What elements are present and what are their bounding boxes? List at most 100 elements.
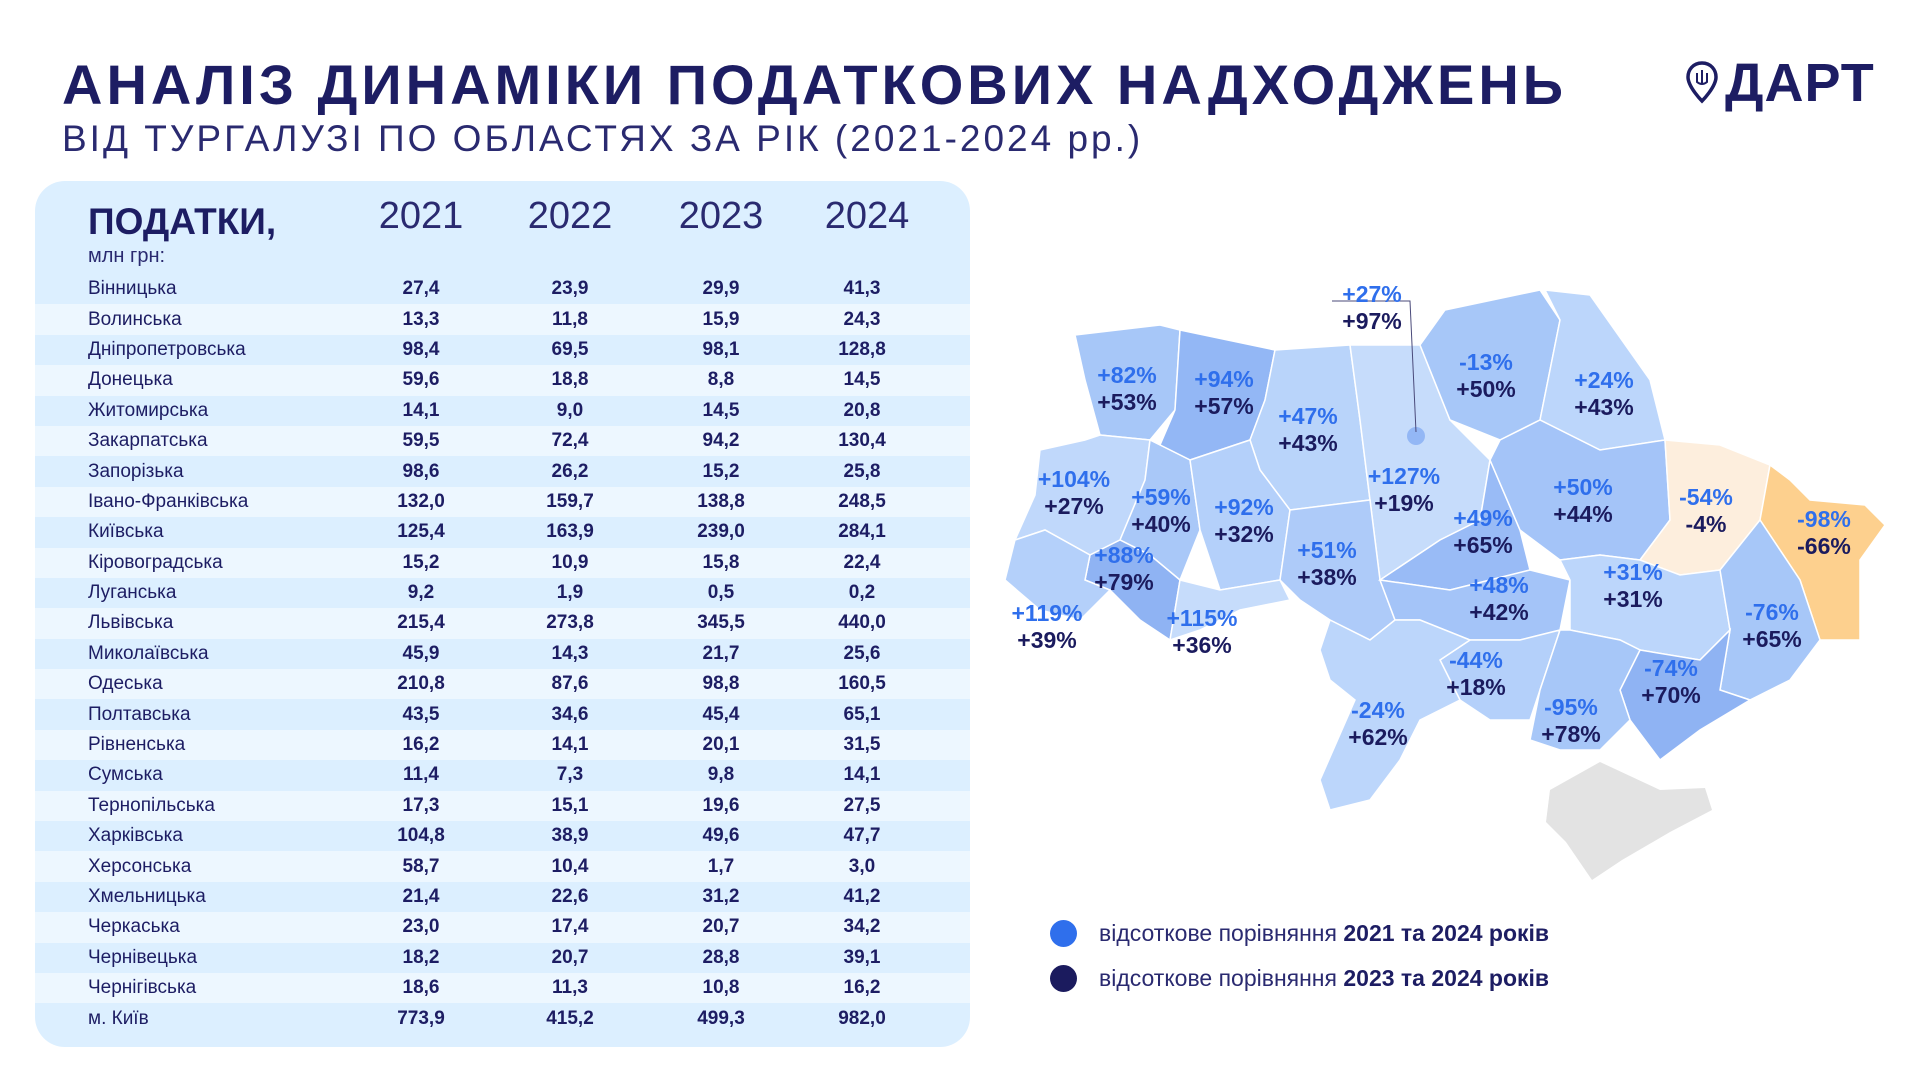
change-2021-2024: +51% (1297, 537, 1357, 563)
table-row: Київська 125,4 163,9 239,0 284,1 (35, 517, 970, 547)
region-name: Черкаська (88, 916, 180, 938)
region-name: Рівненська (88, 734, 186, 756)
cell-2022: 34,6 (551, 703, 589, 725)
cell-2022: 18,8 (551, 369, 589, 391)
cell-2022: 17,4 (551, 916, 589, 938)
region-name: Луганська (88, 582, 177, 604)
change-2021-2024: +48% (1469, 572, 1529, 598)
change-2021-2024: +115% (1166, 605, 1238, 631)
table-row: Дніпропетровська 98,4 69,5 98,1 128,8 (35, 335, 970, 365)
change-2023-2024: +18% (1446, 674, 1506, 700)
cell-2023: 15,9 (702, 308, 740, 330)
cell-2021: 23,0 (402, 916, 440, 938)
cell-2024: 3,0 (848, 855, 876, 877)
cell-2022: 159,7 (546, 490, 594, 512)
change-2021-2024: +104% (1037, 466, 1111, 492)
cell-2024: 14,1 (843, 764, 881, 786)
change-2023-2024: +27% (1044, 493, 1104, 519)
change-2023-2024: +62% (1348, 724, 1408, 750)
change-2021-2024: -76% (1745, 599, 1799, 625)
region-crimea (1546, 762, 1712, 880)
page-title: АНАЛІЗ ДИНАМІКИ ПОДАТКОВИХ НАДХОДЖЕНЬ (62, 53, 1568, 116)
map-label-zakarpattia: +119% +39% (1012, 600, 1083, 654)
cell-2022: 87,6 (551, 673, 589, 695)
cell-2021: 16,2 (402, 734, 440, 756)
cell-2022: 11,8 (552, 308, 588, 330)
map-label-ivano_frankivsk: +88% +79% (1094, 542, 1153, 596)
cell-2023: 14,5 (702, 399, 740, 421)
cell-2022: 415,2 (546, 1007, 594, 1029)
table-row: Черкаська 23,0 17,4 20,7 34,2 (35, 912, 970, 943)
legend-bold: 2021 та 2024 років (1343, 920, 1550, 946)
region-name: Сумська (88, 764, 163, 786)
cell-2022: 11,3 (552, 977, 588, 999)
table-row: Вінницька 27,4 23,9 29,9 41,3 (35, 274, 970, 304)
cell-2022: 10,4 (551, 855, 589, 877)
change-2023-2024: +53% (1097, 389, 1157, 415)
change-2021-2024: +49% (1453, 505, 1513, 531)
cell-2021: 43,5 (402, 703, 440, 725)
cell-2023: 49,6 (702, 825, 740, 847)
cell-2023: 345,5 (697, 612, 745, 634)
cell-2024: 130,4 (838, 430, 886, 452)
legend-dot-blue-icon (1050, 920, 1077, 947)
change-2021-2024: +88% (1094, 542, 1154, 568)
region-volyn (1074, 324, 1181, 441)
cell-2024: 22,4 (843, 551, 881, 573)
change-2023-2024: +65% (1742, 626, 1802, 652)
cell-2023: 1,7 (707, 855, 735, 877)
table-row: Запорізька 98,6 26,2 15,2 25,8 (35, 456, 970, 486)
cell-2023: 98,1 (702, 338, 740, 360)
cell-2023: 0,5 (707, 582, 735, 604)
column-header-2021: 2021 (378, 195, 464, 237)
cell-2022: 273,8 (546, 612, 594, 634)
cell-2021: 210,8 (397, 673, 445, 695)
region-name: Донецька (88, 369, 173, 391)
cell-2022: 7,3 (556, 764, 584, 786)
map-label-chernivtsi: +115% +36% (1167, 605, 1238, 659)
change-2021-2024: +82% (1097, 362, 1157, 388)
table-row: Кіровоградська 15,2 10,9 15,8 22,4 (35, 547, 970, 578)
cell-2023: 20,1 (702, 734, 740, 756)
change-2023-2024: +42% (1469, 599, 1529, 625)
change-2023-2024: +38% (1297, 564, 1357, 590)
table-header-unit: млн грн: (88, 245, 166, 267)
map-label-rivne: +94% +57% (1194, 366, 1253, 420)
change-2021-2024: +47% (1278, 403, 1338, 429)
change-2023-2024: +43% (1574, 394, 1634, 420)
change-2023-2024: +79% (1094, 569, 1154, 595)
map-label-kherson: -95% +78% (1541, 694, 1600, 748)
change-2023-2024: -4% (1685, 511, 1727, 537)
cell-2021: 17,3 (402, 794, 440, 816)
cell-2024: 31,5 (843, 734, 881, 756)
change-2021-2024: -95% (1544, 694, 1598, 720)
cell-2021: 98,6 (402, 460, 440, 482)
cell-2021: 18,2 (402, 946, 440, 968)
cell-2024: 14,5 (843, 369, 881, 391)
map-label-volyn: +82% +53% (1097, 362, 1156, 416)
region-name: Миколаївська (88, 642, 209, 664)
change-2021-2024: -24% (1351, 697, 1405, 723)
cell-2022: 22,6 (551, 886, 589, 907)
change-2021-2024: +27% (1342, 281, 1402, 307)
change-2023-2024: +65% (1453, 532, 1513, 558)
cell-2023: 8,8 (707, 369, 735, 391)
cell-2023: 239,0 (697, 521, 745, 543)
change-2021-2024: -54% (1679, 484, 1733, 510)
change-2021-2024: +24% (1574, 367, 1634, 393)
cell-2024: 982,0 (838, 1007, 886, 1029)
change-2021-2024: +94% (1194, 366, 1254, 392)
change-2023-2024: +50% (1456, 376, 1516, 402)
region-name: Дніпропетровська (88, 338, 246, 360)
page-subtitle: ВІД ТУРГАЛУЗІ ПО ОБЛАСТЯХ ЗА РІК (2021-2… (62, 118, 1144, 159)
map-label-zaporizhzhia: -74% +70% (1641, 655, 1700, 709)
map-label-vinnytsia: +51% +38% (1297, 537, 1356, 591)
map-label-mykolaiv: -44% +18% (1446, 647, 1505, 701)
change-2021-2024: -74% (1644, 655, 1698, 681)
map-label-sumy: +24% +43% (1574, 367, 1633, 421)
region-name: Хмельницька (88, 886, 206, 907)
cell-2021: 215,4 (397, 612, 445, 634)
cell-2022: 10,9 (551, 551, 589, 573)
map-label-donetsk: -76% +65% (1742, 599, 1801, 653)
cell-2021: 18,6 (402, 977, 440, 999)
